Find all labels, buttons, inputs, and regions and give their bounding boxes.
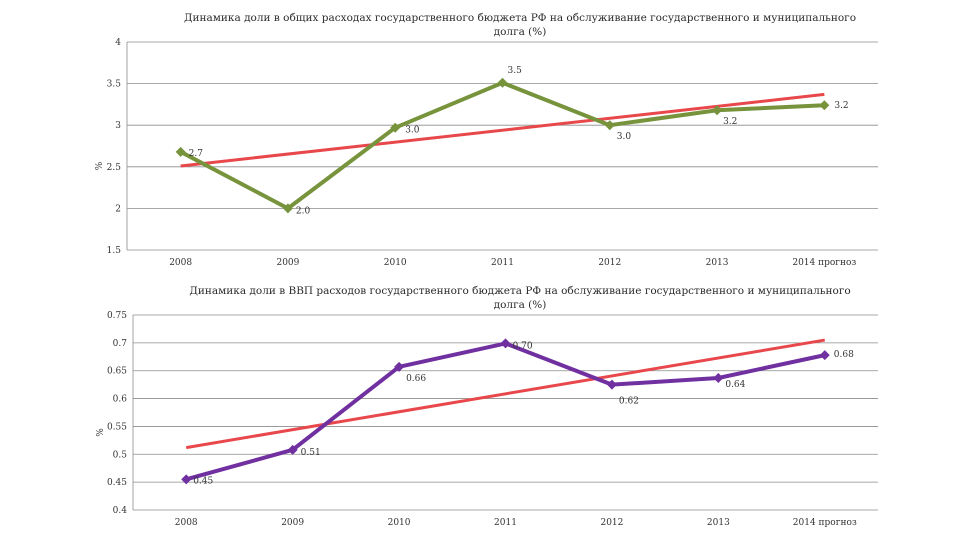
y-tick-label: 0.65 bbox=[107, 367, 127, 377]
x-tick-label: 2011 bbox=[491, 258, 514, 268]
data-label: 0.62 bbox=[619, 397, 639, 407]
data-label: 0.70 bbox=[513, 341, 533, 351]
x-tick-label: 2010 bbox=[388, 518, 411, 528]
x-tick-label: 2009 bbox=[281, 518, 304, 528]
data-label: 3.5 bbox=[508, 66, 523, 76]
y-axis-title: % bbox=[95, 161, 105, 170]
data-label: 2.0 bbox=[296, 206, 311, 216]
x-tick-label: 2014 прогноз bbox=[793, 518, 857, 528]
x-tick-label: 2013 bbox=[707, 518, 730, 528]
data-point-marker bbox=[175, 146, 186, 157]
y-tick-label: 0.4 bbox=[113, 506, 128, 516]
x-tick-label: 2008 bbox=[169, 258, 192, 268]
x-tick-label: 2009 bbox=[276, 258, 299, 268]
y-tick-label: 0.5 bbox=[113, 450, 128, 460]
y-tick-label: 2.5 bbox=[107, 163, 122, 173]
y-tick-label: 0.6 bbox=[113, 395, 128, 405]
x-tick-label: 2011 bbox=[494, 518, 517, 528]
y-tick-label: 4 bbox=[115, 38, 121, 48]
y-tick-label: 1.5 bbox=[107, 246, 122, 256]
data-label: 0.64 bbox=[725, 380, 745, 390]
data-label: 3.2 bbox=[834, 101, 848, 111]
data-point-marker bbox=[606, 379, 617, 390]
data-label: 0.68 bbox=[834, 350, 854, 360]
data-label: 0.51 bbox=[301, 448, 321, 458]
data-point-marker bbox=[497, 77, 508, 88]
chart-1-title: Динамика доли в общих расходах государст… bbox=[183, 12, 857, 38]
data-point-marker bbox=[819, 100, 830, 111]
data-label: 3.0 bbox=[405, 126, 420, 136]
data-point-marker bbox=[394, 361, 405, 372]
x-tick-label: 2014 прогноз bbox=[792, 258, 856, 268]
y-tick-label: 0.75 bbox=[107, 311, 127, 321]
y-tick-label: 3.5 bbox=[107, 80, 122, 90]
y-tick-label: 0.55 bbox=[107, 422, 127, 432]
y-tick-label: 0.45 bbox=[107, 478, 127, 488]
y-tick-label: 0.7 bbox=[113, 339, 128, 349]
series-line bbox=[185, 341, 826, 482]
data-point-marker bbox=[712, 105, 723, 116]
trend-line bbox=[185, 338, 826, 450]
data-point-marker bbox=[713, 372, 724, 383]
x-tick-label: 2012 bbox=[600, 518, 623, 528]
y-tick-label: 2 bbox=[115, 204, 121, 214]
data-label: 0.45 bbox=[193, 476, 213, 486]
data-label: 3.2 bbox=[723, 117, 737, 127]
data-point-marker bbox=[604, 120, 615, 131]
x-tick-label: 2008 bbox=[175, 518, 198, 528]
y-axis-title: % bbox=[96, 428, 106, 437]
y-tick-label: 3 bbox=[115, 121, 121, 131]
data-label: 3.0 bbox=[617, 132, 632, 142]
data-point-marker bbox=[181, 474, 192, 485]
data-point-marker bbox=[500, 338, 511, 349]
x-tick-label: 2012 bbox=[598, 258, 621, 268]
data-point-marker bbox=[282, 203, 293, 214]
data-label: 2.7 bbox=[189, 149, 204, 159]
data-point-marker bbox=[287, 444, 298, 455]
x-tick-label: 2010 bbox=[384, 258, 407, 268]
data-point-marker bbox=[819, 350, 830, 361]
x-tick-label: 2013 bbox=[706, 258, 729, 268]
chart-2-title: Динамика доли в ВВП расходов государстве… bbox=[189, 285, 851, 311]
data-point-marker bbox=[390, 122, 401, 133]
data-label: 0.66 bbox=[406, 374, 426, 384]
